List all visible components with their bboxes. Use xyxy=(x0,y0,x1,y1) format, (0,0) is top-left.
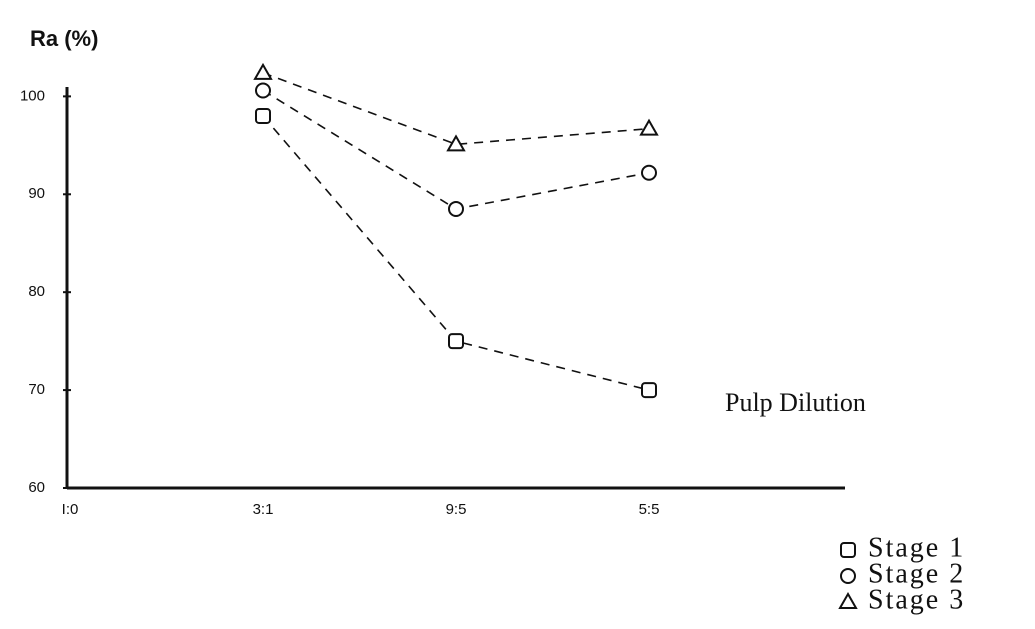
legend-label: Stage 3 xyxy=(868,584,965,615)
x-tick-label: 9:5 xyxy=(446,501,467,518)
data-point xyxy=(448,333,464,350)
data-point xyxy=(639,118,659,136)
legend-marker xyxy=(840,542,856,558)
y-tick-label: 60 xyxy=(28,479,45,496)
y-tick-label: 70 xyxy=(28,381,45,398)
legend-label: Stage 2 xyxy=(868,558,965,589)
data-point xyxy=(253,62,273,80)
x-tick-label: I:0 xyxy=(62,501,79,518)
y-tick-label: 90 xyxy=(28,185,45,202)
series-line xyxy=(262,72,650,146)
x-tick-label: 5:5 xyxy=(639,501,660,518)
data-point xyxy=(446,134,466,152)
x-tick-label: 3:1 xyxy=(253,501,274,518)
x-axis-label: Pulp Dilution xyxy=(725,388,866,417)
legend-marker xyxy=(838,591,858,609)
data-point xyxy=(641,382,657,399)
legend-label: Stage 1 xyxy=(868,532,965,563)
y-axis-label: Ra (%) xyxy=(30,26,98,51)
data-point xyxy=(448,200,464,217)
y-tick-label: 80 xyxy=(28,283,45,300)
data-point xyxy=(255,107,271,124)
legend-marker xyxy=(840,568,856,584)
data-point xyxy=(255,82,271,99)
data-point xyxy=(641,164,657,181)
y-tick-label: 100 xyxy=(20,87,45,104)
